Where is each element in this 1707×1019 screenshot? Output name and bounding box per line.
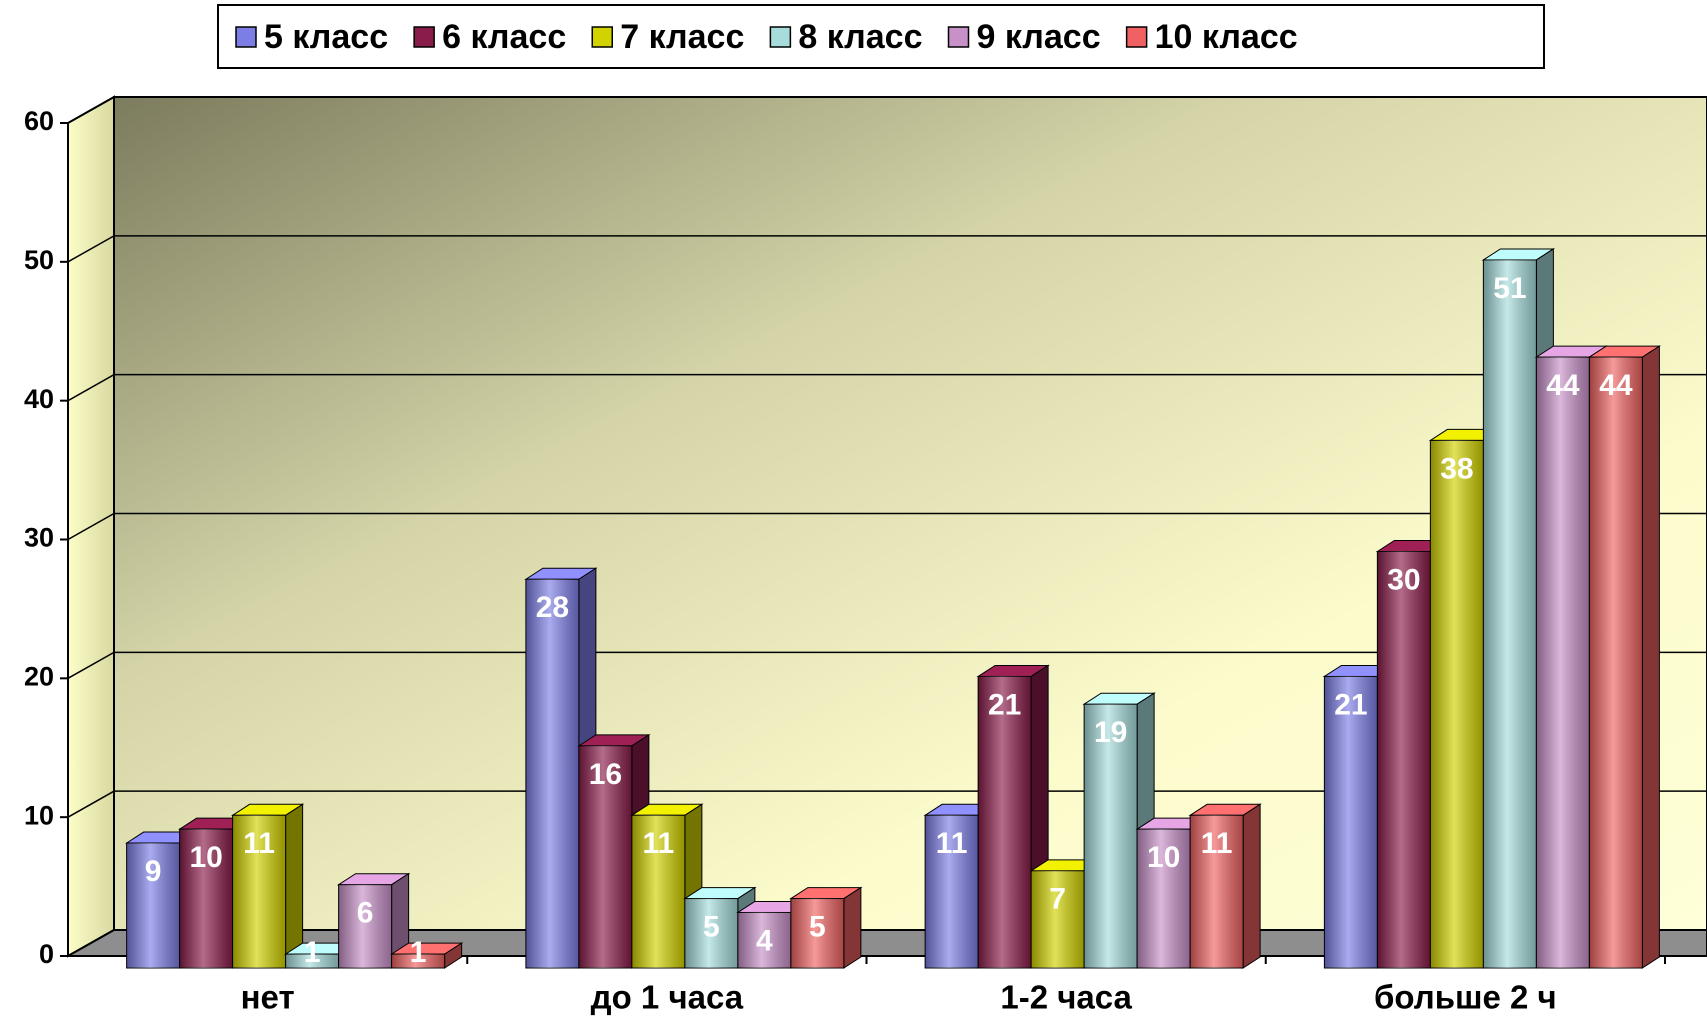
grid-line (67, 96, 1707, 124)
grid-line (67, 651, 1707, 679)
bar-shine (1084, 704, 1138, 968)
y-tick-label: 30 (24, 523, 54, 553)
bar-shine (1190, 815, 1244, 968)
data-label: 44 (1599, 369, 1633, 402)
legend-label: 6 класс (442, 18, 566, 56)
bar-shine (1031, 870, 1085, 968)
data-label: 1 (304, 936, 321, 969)
data-label: 28 (536, 591, 569, 624)
data-label: 1 (410, 936, 427, 969)
bar-shine (126, 843, 180, 968)
bar-group: 21 (1322, 664, 1397, 969)
legend-label: 9 класс (977, 18, 1101, 56)
legend-swatch (235, 26, 257, 48)
data-label: 11 (243, 827, 275, 860)
x-tick-label: до 1 часа (591, 979, 744, 1016)
data-label: 11 (936, 827, 968, 860)
bar-shine (285, 954, 339, 968)
grid-line (67, 512, 1707, 541)
y-tick-label: 50 (24, 245, 54, 275)
data-label: 5 (809, 911, 826, 944)
bar-shine (1483, 259, 1537, 968)
legend-swatch (769, 26, 792, 48)
bar-shine (1430, 440, 1484, 968)
legend-label: 8 класс (798, 18, 922, 56)
x-tick-label: нет (241, 979, 295, 1016)
bar-shine (338, 884, 392, 968)
bar-group: 6 (336, 872, 411, 969)
bar-side (1242, 803, 1261, 969)
bar-shine (1377, 551, 1431, 968)
bar-shine (1589, 357, 1643, 969)
y-tick-label: 10 (24, 800, 54, 830)
bar-shine (1324, 676, 1378, 968)
bar-group: 9 (124, 831, 199, 969)
y-tick-label: 60 (24, 106, 54, 136)
bar-group: 1 (389, 936, 464, 969)
data-label: 19 (1094, 716, 1127, 749)
bar-group: 44 (1587, 345, 1662, 969)
y-tick-label: 20 (24, 661, 54, 691)
legend (217, 4, 1545, 69)
data-label: 6 (357, 897, 374, 930)
legend-label: 5 класс (264, 18, 388, 56)
grid-line (67, 373, 1707, 402)
bar-shine (925, 815, 979, 968)
bar-shine (631, 815, 685, 968)
bar-shine (179, 829, 233, 968)
bar-group: 11 (230, 803, 305, 969)
data-label: 9 (145, 855, 162, 888)
data-label: 21 (988, 688, 1021, 721)
data-label: 5 (703, 911, 720, 944)
legend-swatch (413, 26, 435, 48)
bar-shine (1137, 829, 1191, 968)
y-tick-label: 0 (39, 939, 54, 969)
data-label: 16 (589, 758, 622, 791)
data-label: 7 (1049, 883, 1066, 916)
data-label: 10 (1147, 841, 1180, 874)
bar-shine (737, 912, 791, 968)
bar-group: 5 (789, 886, 863, 969)
bar-shine (1536, 357, 1590, 969)
bar-shine (790, 898, 844, 968)
data-label: 44 (1546, 369, 1580, 402)
data-label: 10 (189, 841, 222, 874)
bar-side (285, 803, 304, 969)
data-label: 30 (1387, 563, 1420, 596)
legend-label: 7 класс (620, 18, 744, 56)
bar-shine (525, 579, 579, 968)
x-tick-label: 1-2 часа (1000, 979, 1132, 1016)
bar-shine (232, 815, 286, 968)
bar-group: 11 (1188, 803, 1262, 969)
grid-line (67, 235, 1707, 263)
bar-group: 16 (577, 733, 651, 969)
grid-line (67, 790, 1707, 818)
bar-side (1641, 345, 1660, 969)
bar-group: 10 (1135, 817, 1209, 969)
legend-swatch (947, 26, 970, 48)
bar-shine (391, 954, 445, 968)
legend-label: 10 класс (1155, 18, 1298, 56)
data-label: 4 (756, 924, 773, 957)
data-label: 21 (1334, 688, 1367, 721)
x-tick-label: больше 2 ч (1374, 979, 1557, 1016)
y-tick-label: 40 (24, 384, 54, 414)
bar-shine (684, 898, 738, 968)
data-label: 11 (643, 827, 675, 860)
bar-side (843, 886, 862, 969)
data-label: 51 (1493, 272, 1526, 305)
legend-swatch (1125, 26, 1148, 48)
legend-swatch (591, 26, 613, 48)
bar-shine (578, 745, 632, 968)
data-label: 38 (1440, 452, 1473, 485)
data-label: 11 (1201, 827, 1233, 860)
bar-shine (978, 676, 1032, 968)
